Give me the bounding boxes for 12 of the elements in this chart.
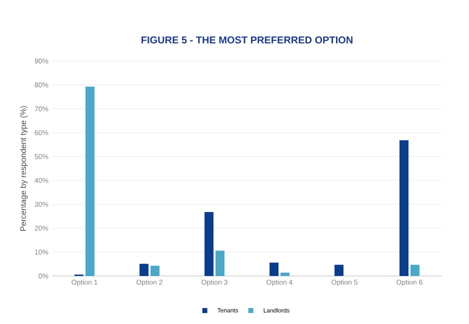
bar: [410, 264, 420, 276]
bar: [269, 262, 278, 276]
bar: [204, 212, 214, 276]
bar: [140, 264, 149, 276]
bar: [399, 140, 408, 276]
bar: [334, 264, 344, 276]
bar: [86, 86, 95, 276]
y-axis-title: Percentage by respondent type (%): [20, 106, 28, 231]
bar: [150, 266, 160, 276]
bar: [280, 272, 290, 276]
bar: [216, 250, 224, 276]
chart-title: FIGURE 5 - THE MOST PREFERRED OPTION: [142, 36, 352, 44]
